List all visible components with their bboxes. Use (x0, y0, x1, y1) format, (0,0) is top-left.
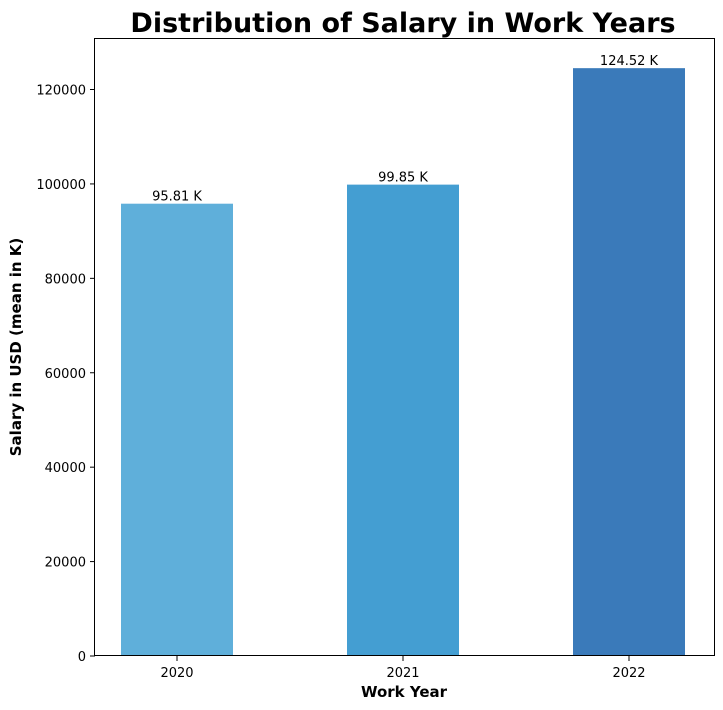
data-label-2022: 124.52 K (600, 54, 659, 69)
x-tick-label-2022: 2022 (612, 666, 645, 681)
data-label-2021: 99.85 K (378, 171, 428, 186)
data-labels-group: 95.81 K 99.85 K 124.52 K (152, 54, 658, 205)
y-axis-title: Salary in USD (mean in K) (7, 238, 25, 457)
x-tick-label-2020: 2020 (160, 666, 193, 681)
x-axis: 2020 2021 2022 (160, 656, 646, 681)
y-tick-label-20000: 20000 (45, 556, 86, 571)
bar-2022 (573, 68, 685, 657)
bar-2020 (121, 203, 233, 656)
plot-frame (94, 38, 715, 656)
chart-title: Distribution of Salary in Work Years (130, 8, 675, 39)
x-tick-label-2021: 2021 (386, 666, 419, 681)
y-tick-label-40000: 40000 (45, 461, 86, 476)
y-tick-label-100000: 100000 (36, 178, 86, 193)
y-tick-label-0: 0 (78, 650, 86, 665)
y-axis: 0 20000 40000 60000 80000 100000 120000 (36, 84, 95, 665)
y-tick-label-60000: 60000 (45, 367, 86, 382)
bar-2021 (347, 184, 459, 657)
y-tick-label-80000: 80000 (45, 272, 86, 287)
x-axis-title: Work Year (361, 683, 448, 701)
y-tick-label-120000: 120000 (36, 84, 86, 99)
bars-group (121, 68, 685, 657)
data-label-2020: 95.81 K (152, 190, 202, 205)
